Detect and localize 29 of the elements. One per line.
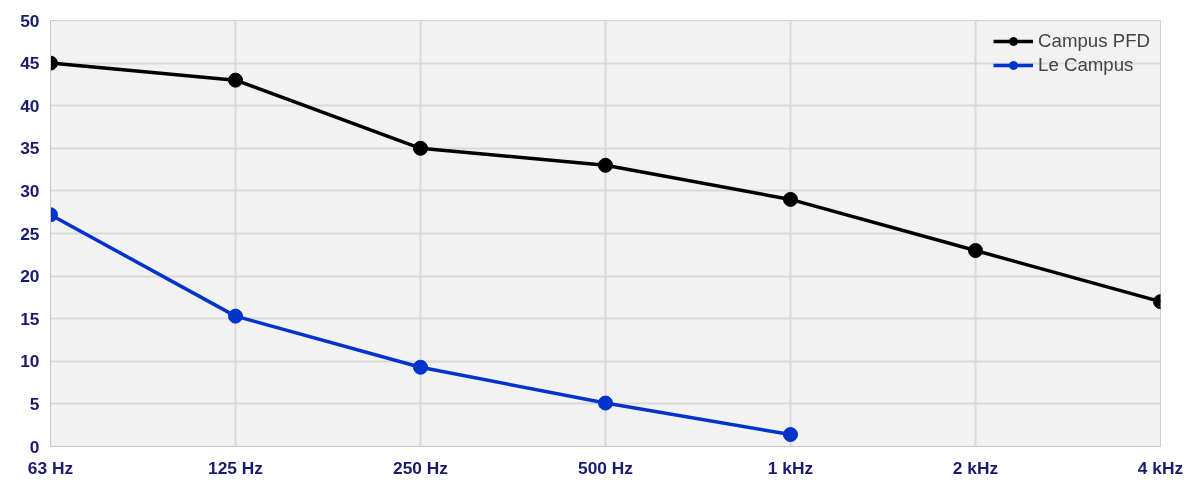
x-tick-label: 4 kHz xyxy=(1137,457,1184,478)
y-tick-label: 35 xyxy=(20,138,40,159)
point xyxy=(783,191,798,207)
x-tick-label: 2 kHz xyxy=(952,457,999,478)
point xyxy=(968,243,983,259)
y-tick-label: 0 xyxy=(29,436,40,457)
point xyxy=(598,157,613,173)
point xyxy=(598,395,613,411)
y-tick-label: 10 xyxy=(20,351,40,372)
y-tick-label: 40 xyxy=(20,95,40,116)
y-tick-label: 20 xyxy=(20,266,40,287)
y-tick-label: 25 xyxy=(20,223,40,244)
y-tick-label: 45 xyxy=(20,53,40,74)
legend-label: Campus PFD xyxy=(1038,30,1150,52)
y-tick-label: 15 xyxy=(20,308,40,329)
y-tick-label: 50 xyxy=(20,10,40,31)
x-tick-label: 500 Hz xyxy=(578,457,634,478)
x-tick-label: 125 Hz xyxy=(208,457,264,478)
y-tick-label: 5 xyxy=(29,393,40,414)
point xyxy=(228,72,243,88)
point xyxy=(413,359,428,375)
point xyxy=(783,427,798,443)
point xyxy=(228,308,243,324)
x-tick-label: 63 Hz xyxy=(27,457,74,478)
point xyxy=(413,140,428,156)
x-tick-label: 1 kHz xyxy=(767,457,814,478)
y-tick-label: 30 xyxy=(20,180,40,201)
legend-label: Le Campus xyxy=(1038,54,1134,76)
x-tick-label: 250 Hz xyxy=(393,457,449,478)
